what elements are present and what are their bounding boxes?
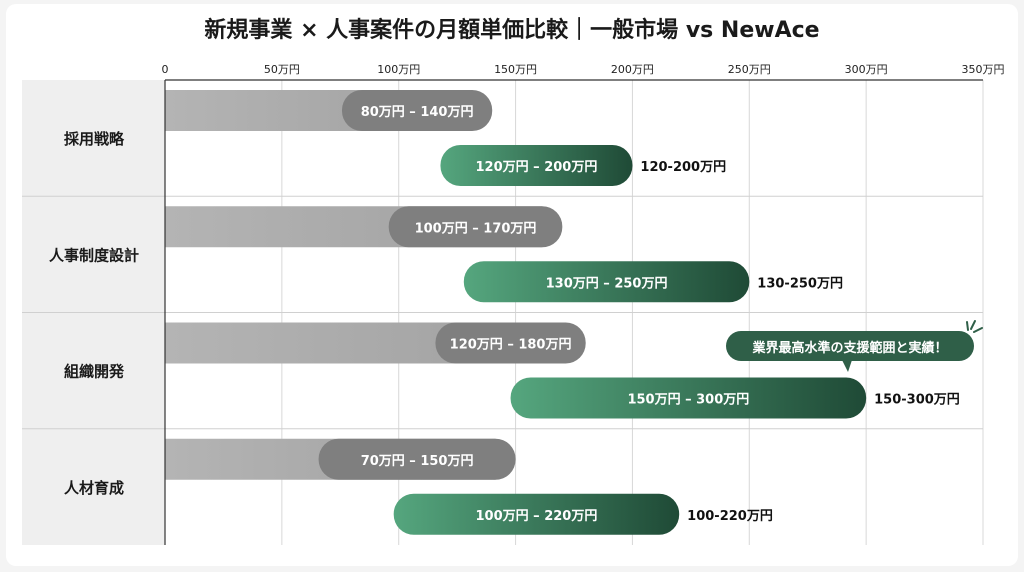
x-tick-label: 100万円 — [377, 63, 420, 76]
x-tick-label: 0 — [162, 63, 169, 76]
category-label: 組織開発 — [64, 363, 125, 381]
market-range-label: 100万円 – 170万円 — [415, 221, 537, 236]
market-range-pill — [435, 322, 586, 364]
newace-range-label: 100万円 – 220万円 — [476, 509, 598, 524]
newace-value-label: 120-200万円 — [640, 160, 726, 175]
annotation-pointer — [842, 360, 852, 372]
market-range-label: 120万円 – 180万円 — [450, 338, 572, 353]
newace-value-label: 100-220万円 — [687, 509, 773, 524]
annotation-text: 業界最高水準の支援範囲と実績！ — [751, 340, 947, 356]
category-label: 人事制度設計 — [49, 246, 139, 264]
market-range-label: 80万円 – 140万円 — [361, 105, 474, 120]
x-tick-label: 250万円 — [728, 63, 771, 76]
x-tick-label: 350万円 — [962, 63, 1005, 76]
newace-range-label: 120万円 – 200万円 — [476, 160, 598, 175]
newace-range-pill — [510, 377, 867, 419]
category-label: 採用戦略 — [64, 130, 125, 148]
annotation-bubble — [726, 331, 974, 361]
market-range-pill — [318, 438, 516, 480]
newace-value-label: 130-250万円 — [757, 276, 843, 291]
market-range-label: 70万円 – 150万円 — [361, 454, 474, 469]
x-tick-label: 50万円 — [264, 63, 300, 76]
chart-title: 新規事業 × 人事案件の月額単価比較｜一般市場 vs NewAce — [204, 18, 820, 43]
newace-range-pill — [393, 493, 680, 535]
x-tick-label: 150万円 — [494, 63, 537, 76]
newace-range-label: 150万円 – 300万円 — [627, 393, 749, 408]
x-tick-label: 200万円 — [611, 63, 654, 76]
x-tick-label: 300万円 — [845, 63, 888, 76]
newace-range-pill — [463, 261, 750, 303]
newace-range-label: 130万円 – 250万円 — [546, 276, 668, 291]
market-range-pill — [341, 90, 493, 131]
category-label: 人材育成 — [64, 479, 124, 497]
newace-value-label: 150-300万円 — [874, 393, 960, 408]
newace-range-pill — [440, 145, 633, 186]
emphasis-marks-icon — [966, 320, 983, 333]
market-range-pill — [388, 206, 563, 248]
